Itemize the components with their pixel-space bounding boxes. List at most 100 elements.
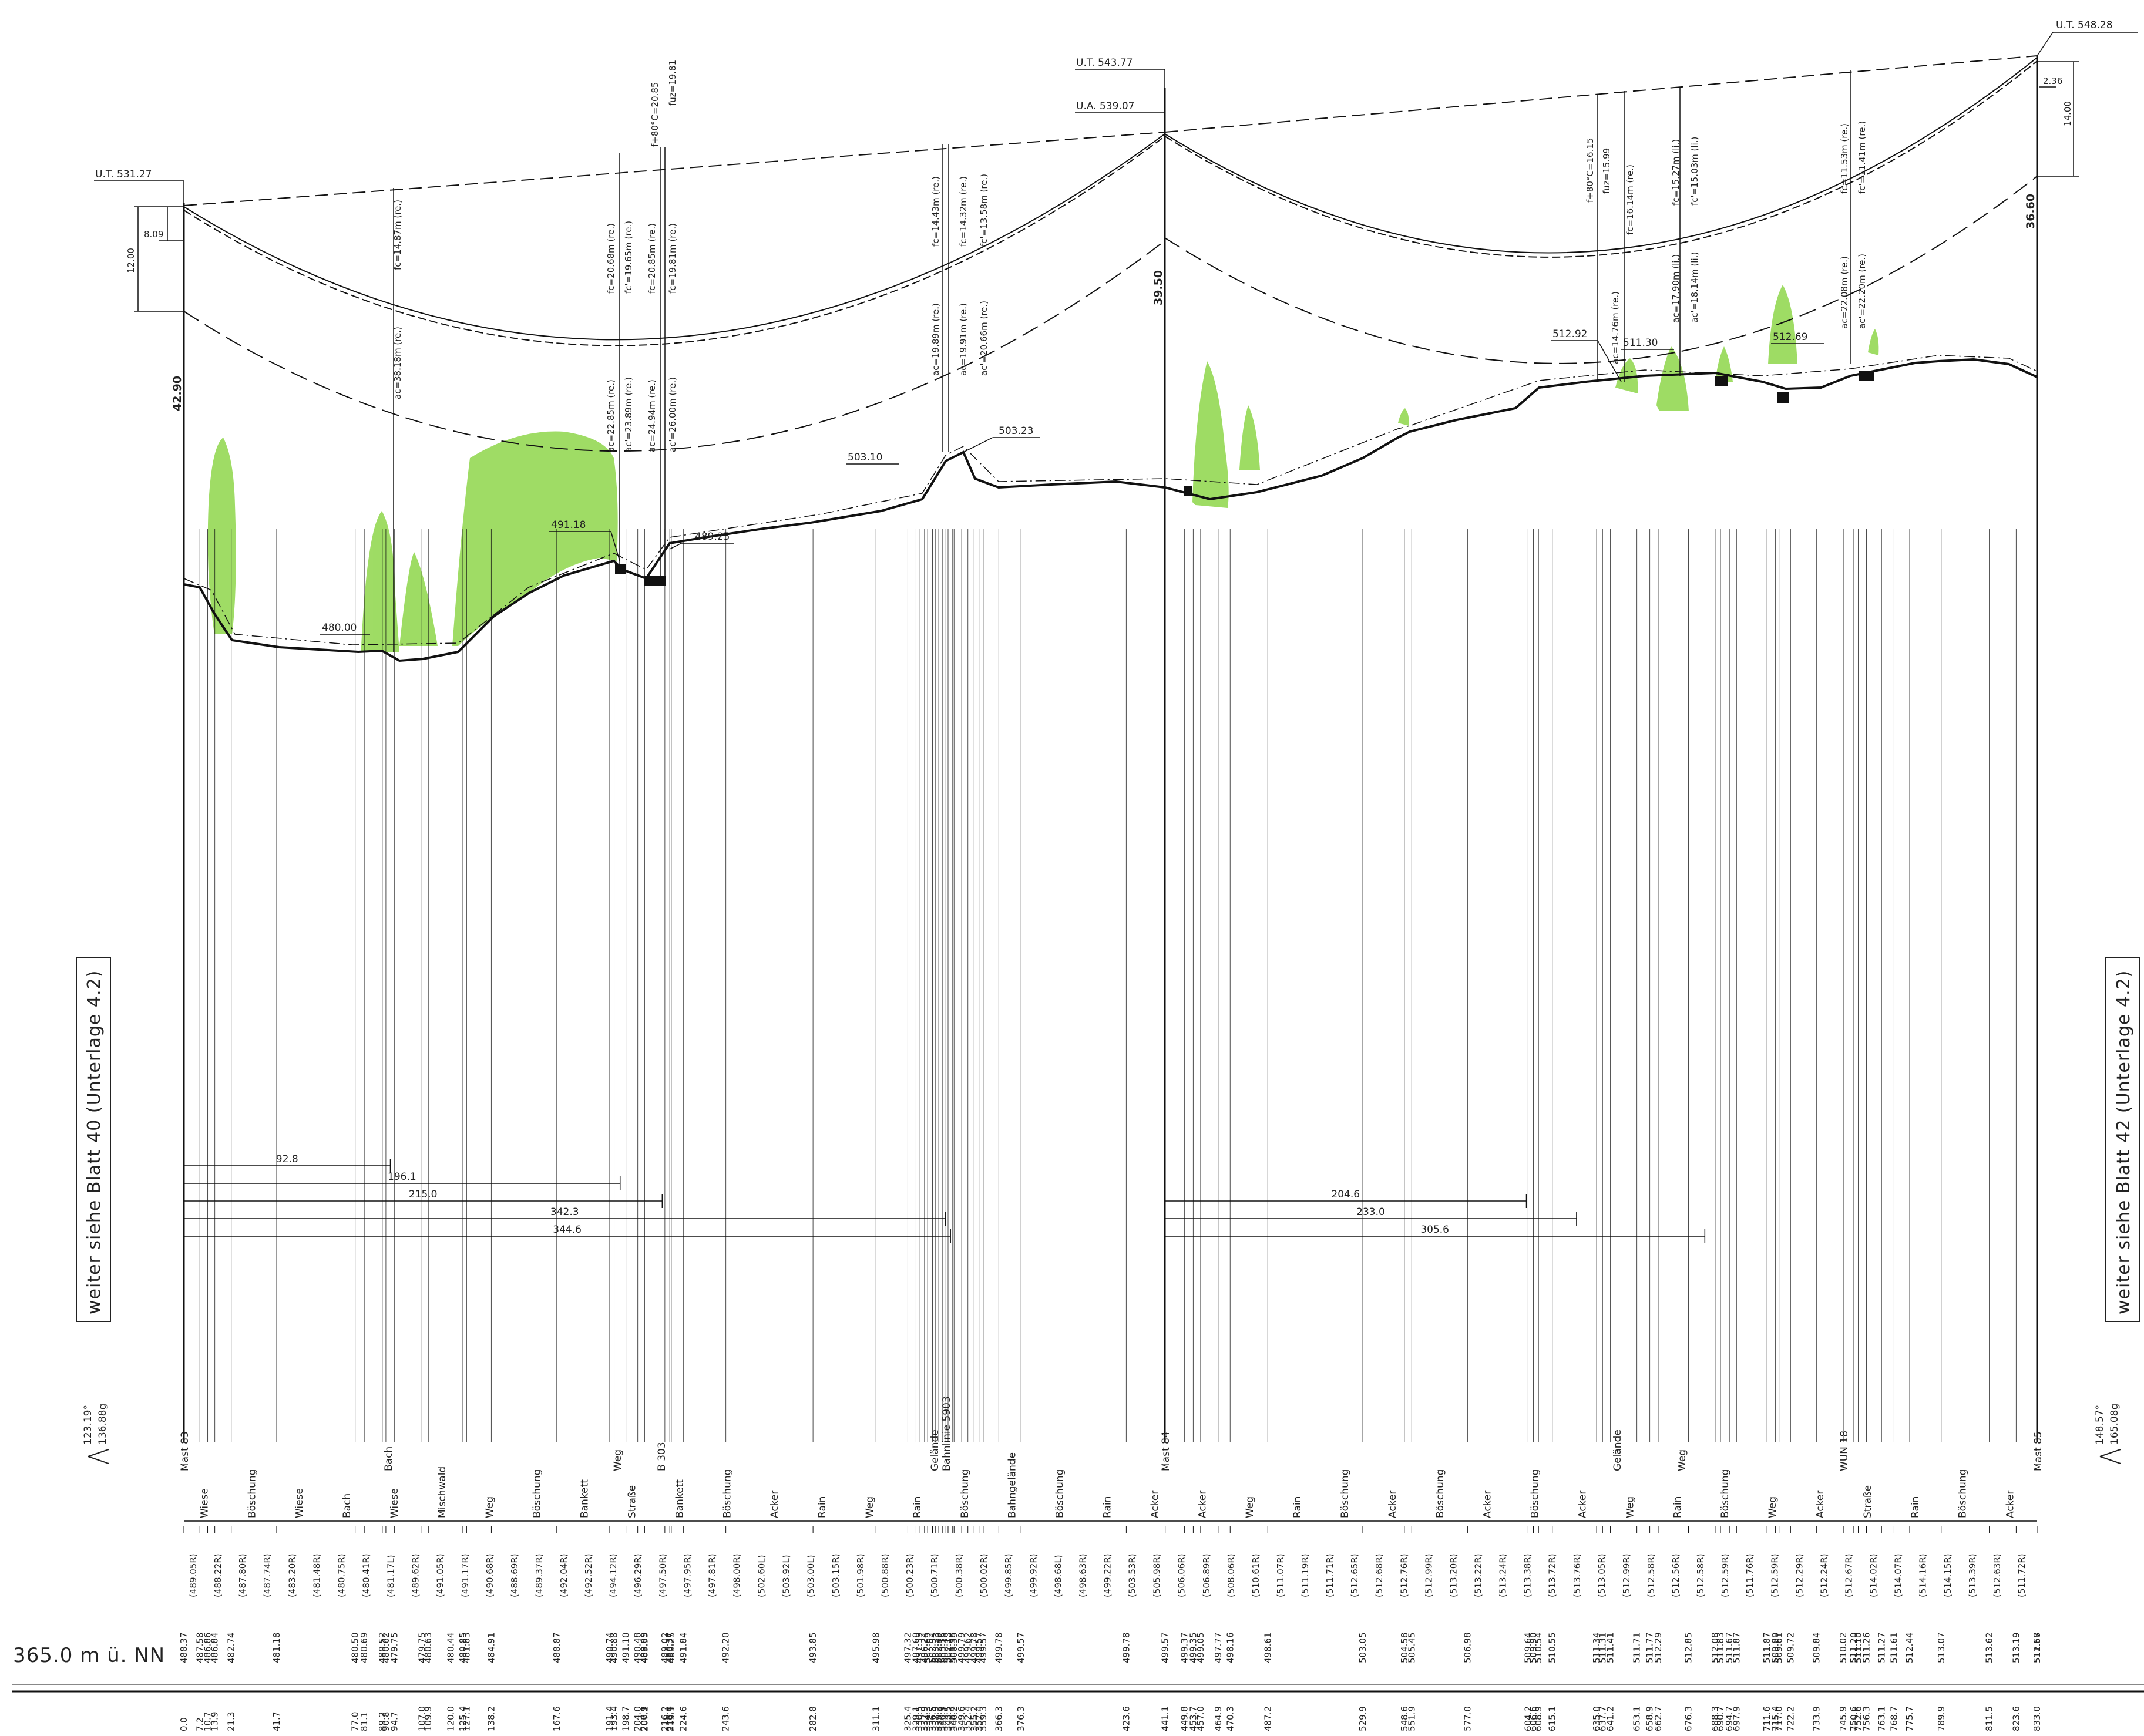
- station-value: 366.3: [993, 1706, 1004, 1731]
- crossing-label: Weg: [1676, 1449, 1688, 1471]
- sag-label: fc=16.14m (re.): [1625, 164, 1635, 235]
- station-value: 191.4: [604, 1706, 615, 1731]
- chord-span2: [1164, 55, 2038, 133]
- ground-height-value: 509.80: [1770, 1633, 1781, 1664]
- mast-85-label: Mast 85: [2032, 1431, 2044, 1471]
- measured-height-value: (514.16R): [1918, 1553, 1928, 1597]
- level-marker-7: 511.30: [1623, 337, 1658, 349]
- station-value: 7.2: [194, 1717, 205, 1731]
- measured-height-value: (488.22R): [213, 1553, 223, 1597]
- ground-height-value: 480.50: [350, 1633, 361, 1664]
- station-value: 357.4: [974, 1706, 984, 1731]
- measured-height-value: (483.20R): [287, 1553, 297, 1597]
- measured-height-value: (512.76R): [1399, 1553, 1409, 1597]
- terrain-line: [183, 358, 2038, 662]
- ground-height-value: 512.57: [2032, 1633, 2042, 1664]
- station-value: 193.4: [609, 1706, 620, 1731]
- ground-height-value: 490.74: [604, 1633, 615, 1664]
- angle-right-deg: 148.57°: [2094, 1405, 2106, 1445]
- measured-height-value: (500.38R): [954, 1553, 965, 1597]
- station-value: 715.4: [1770, 1706, 1781, 1731]
- ground-height-value: 511.83: [1715, 1633, 1726, 1664]
- ground-height-value: 487.58: [194, 1633, 205, 1664]
- station-value: 138.2: [486, 1706, 496, 1731]
- ground-height-value: 512.44: [1904, 1633, 1915, 1664]
- side-note-right-frame: [2105, 957, 2140, 1322]
- station-value: 823.6: [2011, 1706, 2021, 1731]
- land-use-item: Straße: [1862, 1485, 1874, 1518]
- ground-height-value: 499.57: [974, 1633, 984, 1664]
- measured-height-value: (512.99R): [1423, 1553, 1434, 1597]
- station-value: 339.3: [933, 1706, 944, 1731]
- station-value: 343.5: [943, 1706, 953, 1731]
- station-value: 89.2: [377, 1712, 388, 1731]
- ground-height-value: 499.05: [1195, 1633, 1206, 1664]
- station-value: 789.9: [1936, 1706, 1947, 1731]
- ground-height-value: 499.78: [993, 1633, 1004, 1664]
- ground-height-value: 479.75: [389, 1633, 400, 1664]
- measured-height-value: (511.19R): [1300, 1553, 1310, 1597]
- crossing-label: Gelände: [929, 1429, 941, 1471]
- station-value: 833.0: [2032, 1706, 2042, 1731]
- measured-height-value: (513.39R): [1967, 1553, 1978, 1597]
- ground-height-value: 486.84: [210, 1633, 220, 1664]
- measured-height-value: (511.07R): [1275, 1553, 1286, 1597]
- sag-labels-span1: fc=14.87m (re.) ac=38.18m (re.) fc=20.68m …: [392, 60, 989, 452]
- distance-value: 305.6: [1420, 1224, 1449, 1236]
- station-value: 577.0: [1462, 1706, 1473, 1731]
- elevation-reference: 365.0 m ü. NN: [13, 1644, 165, 1667]
- station-value: 441.1: [1160, 1706, 1171, 1731]
- crossing-label: Bahnlinie 5903: [941, 1396, 953, 1471]
- station-value: 334.3: [922, 1706, 933, 1731]
- sag-label: fc=11.53m (re.): [1839, 123, 1850, 194]
- ground-height-value: 499.78: [1121, 1633, 1131, 1664]
- crossing-label: Gelände: [1612, 1429, 1624, 1471]
- sag-label: fc'=13.58m (re.): [979, 174, 989, 247]
- land-use-item: Böschung: [532, 1469, 543, 1518]
- station-value: 216.2: [660, 1706, 670, 1731]
- ground-height-value: 499.79: [956, 1633, 967, 1664]
- ground-height-value: 499.57: [1016, 1633, 1026, 1664]
- station-value: 551.9: [1406, 1706, 1417, 1731]
- land-use-item: Weg: [1624, 1496, 1636, 1518]
- mast-callouts: [94, 32, 2138, 203]
- station-value: 359.3: [978, 1706, 989, 1731]
- station-value: 487.2: [1262, 1706, 1273, 1731]
- ground-height-value: 511.34: [1591, 1633, 1602, 1664]
- measured-height-value: (512.29R): [1794, 1553, 1804, 1597]
- measured-height-value: (506.06R): [1177, 1553, 1187, 1597]
- conductor-span1-upper-b: [183, 136, 1165, 346]
- ground-height-value: 504.58: [1399, 1633, 1410, 1664]
- ground-height-value: 502.36: [940, 1633, 950, 1664]
- measured-height-value: (511.72R): [2017, 1553, 2027, 1597]
- crossing-labels: Mast 83 Mast 84 Mast 85 Bach Weg B 303 Gelände…: [179, 1396, 2044, 1471]
- station-value: 690.7: [1715, 1706, 1726, 1731]
- measured-height-value: (513.05R): [1597, 1553, 1607, 1597]
- sag-label: fc'=19.65m (re.): [623, 221, 634, 294]
- land-use-item: Straße: [627, 1485, 639, 1518]
- measured-height-value: (491.05R): [435, 1553, 446, 1597]
- ground-height-value: 488.87: [552, 1633, 562, 1664]
- measured-height-value: (506.89R): [1201, 1553, 1212, 1597]
- angle-right-icon: [2099, 1449, 2121, 1464]
- station-grid: 0.0 7.210.713.9 21.3 41.7 77.081.1 89.290.894…: [179, 529, 2042, 1731]
- station-value: 345.4: [947, 1706, 957, 1731]
- measured-height-value: (496.29R): [633, 1553, 643, 1597]
- land-use-item: Weg: [864, 1496, 876, 1518]
- mast-85-dim-a: 2.36: [2043, 76, 2062, 86]
- conductor-span2-lower: [1164, 176, 2038, 364]
- tree-group-7: [1615, 358, 1638, 393]
- ground-height-value: 503.15: [937, 1633, 947, 1664]
- mast-85-height: 36.60: [2024, 194, 2037, 229]
- sag-lines: [393, 70, 1851, 652]
- sag-label: fuz=15.99: [1601, 148, 1612, 194]
- measured-height-value: (503.92L): [781, 1555, 792, 1597]
- land-use-item: Böschung: [1339, 1469, 1351, 1518]
- land-use-labels: Wiese Böschung Wiese Bach Wiese Mischwald Weg B…: [199, 1452, 2016, 1518]
- distance-value: 92.8: [276, 1153, 298, 1165]
- level-marker-4: 503.10: [848, 452, 882, 463]
- forest: [452, 431, 618, 646]
- mast-83-dim-a: 8.09: [144, 229, 163, 240]
- land-use-item: Rain: [912, 1496, 923, 1518]
- ground-height-value: 480.69: [359, 1633, 369, 1664]
